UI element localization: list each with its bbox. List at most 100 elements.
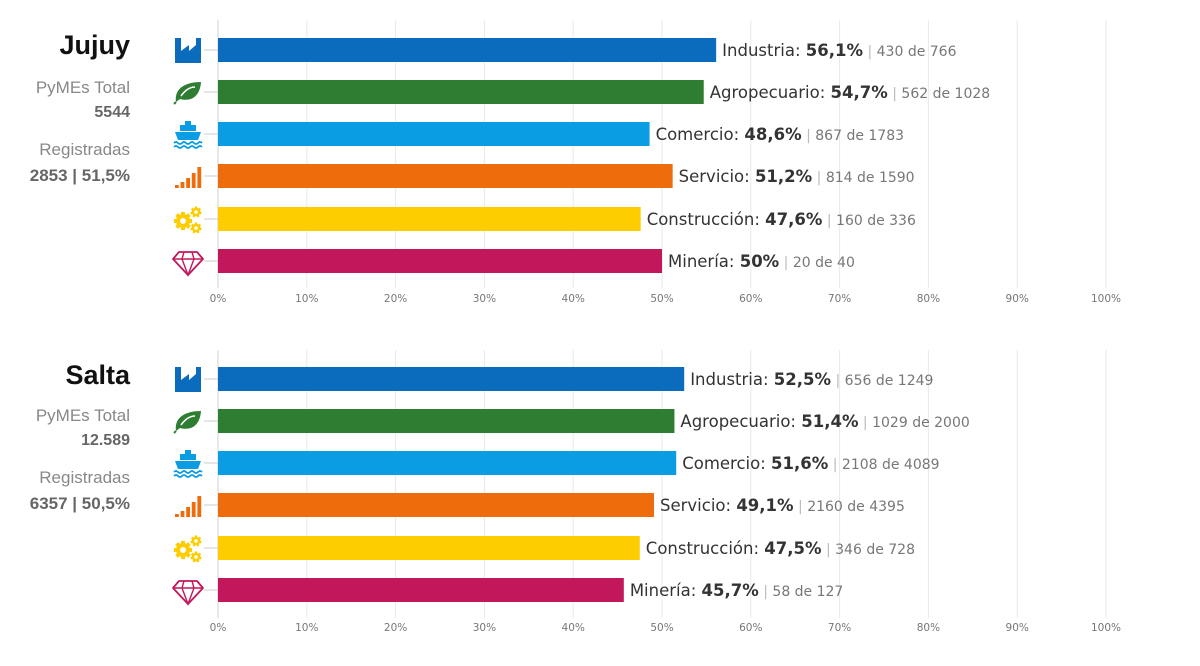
value-label: 52,5% xyxy=(774,370,832,389)
bar-label: Comercio: 51,6% | 2108 de 4089 xyxy=(682,454,939,473)
panel-jujuy: Jujuy PyMEs Total 5544 Registradas 2853 … xyxy=(0,0,1200,330)
total-label: PyMEs Total xyxy=(35,406,130,425)
bar xyxy=(218,122,650,146)
category-label: Industria: xyxy=(690,370,774,389)
bar-chart-jujuy: 0% 10% 20% 30% 40% 50% 60% 70% 80% 90% 100% Industr… xyxy=(172,20,1121,305)
x-tick-label: 80% xyxy=(917,622,940,634)
x-tick-label: 30% xyxy=(473,622,496,634)
value-label: 56,1% xyxy=(806,41,864,60)
x-tick-label: 70% xyxy=(828,622,851,634)
x-tick-label: 80% xyxy=(917,293,940,305)
x-tick-label: 20% xyxy=(384,622,407,634)
separator: | xyxy=(822,542,836,558)
value-label: 48,6% xyxy=(744,125,802,144)
category-label: Minería: xyxy=(668,252,740,271)
x-tick-label: 100% xyxy=(1091,293,1121,305)
value-label: 47,5% xyxy=(764,539,822,558)
factory-icon xyxy=(175,38,201,63)
x-tick-label: 10% xyxy=(295,622,318,634)
detail-label: 2160 de 4395 xyxy=(807,499,905,515)
x-tick-label: 40% xyxy=(562,293,585,305)
detail-label: 2108 de 4089 xyxy=(842,457,940,473)
bar-label: Industria: 56,1% | 430 de 766 xyxy=(722,41,956,60)
detail-label: 656 de 1249 xyxy=(845,373,934,389)
province-title: Salta xyxy=(65,360,130,390)
x-tick-label: 50% xyxy=(650,293,673,305)
ship-icon xyxy=(173,450,203,478)
province-summary: Salta PyMEs Total 12.589 Registradas 635… xyxy=(0,330,130,660)
bar-label: Servicio: 49,1% | 2160 de 4395 xyxy=(660,496,905,515)
x-tick-label: 20% xyxy=(384,293,407,305)
bar-label: Industria: 52,5% | 656 de 1249 xyxy=(690,370,933,389)
bar-label: Comercio: 48,6% | 867 de 1783 xyxy=(656,125,904,144)
separator: | xyxy=(822,213,836,229)
separator: | xyxy=(888,86,902,102)
value-label: 51,2% xyxy=(755,167,813,186)
bar xyxy=(218,367,685,391)
separator: | xyxy=(831,373,845,389)
bar xyxy=(218,451,677,475)
separator: | xyxy=(779,255,793,271)
value-label: 51,6% xyxy=(771,454,829,473)
category-label: Comercio: xyxy=(682,454,771,473)
x-tick-label: 60% xyxy=(739,622,762,634)
diamond-icon xyxy=(172,251,204,277)
total-value: 12.589 xyxy=(81,432,130,449)
bar xyxy=(218,536,640,560)
detail-label: 160 de 336 xyxy=(836,213,916,229)
province-summary: Jujuy PyMEs Total 5544 Registradas 2853 … xyxy=(0,0,130,330)
category-label: Construcción: xyxy=(646,539,764,558)
separator: | xyxy=(828,457,842,473)
bar xyxy=(218,80,704,104)
category-label: Agropecuario: xyxy=(710,83,831,102)
diamond-icon xyxy=(172,580,204,606)
value-label: 49,1% xyxy=(736,496,794,515)
bar-label: Minería: 50% | 20 de 40 xyxy=(668,252,855,271)
leaf-icon xyxy=(173,82,201,105)
separator: | xyxy=(863,44,877,60)
bar-label: Servicio: 51,2% | 814 de 1590 xyxy=(679,167,915,186)
registered-label: Registradas xyxy=(39,468,130,487)
province-title: Jujuy xyxy=(59,30,130,60)
bar xyxy=(218,249,662,273)
category-label: Comercio: xyxy=(656,125,745,144)
x-tick-label: 50% xyxy=(650,622,673,634)
bar xyxy=(218,578,624,602)
category-label: Servicio: xyxy=(679,167,755,186)
leaf-icon xyxy=(173,411,201,434)
bar xyxy=(218,38,717,62)
panel-salta: Salta PyMEs Total 12.589 Registradas 635… xyxy=(0,330,1200,660)
category-label: Agropecuario: xyxy=(680,412,801,431)
bar-label: Minería: 45,7% | 58 de 127 xyxy=(630,581,844,600)
bar xyxy=(218,409,675,433)
separator: | xyxy=(759,584,773,600)
separator: | xyxy=(794,499,808,515)
detail-label: 814 de 1590 xyxy=(826,170,915,186)
gears-icon xyxy=(173,535,202,563)
total-label: PyMEs Total xyxy=(35,78,130,97)
x-tick-label: 30% xyxy=(473,293,496,305)
signal-bars-icon xyxy=(175,496,202,517)
detail-label: 430 de 766 xyxy=(877,44,957,60)
ship-icon xyxy=(173,121,203,149)
detail-label: 58 de 127 xyxy=(772,584,843,600)
x-tick-label: 70% xyxy=(828,293,851,305)
category-label: Industria: xyxy=(722,41,806,60)
category-label: Construcción: xyxy=(647,210,765,229)
bar-chart-salta: 0% 10% 20% 30% 40% 50% 60% 70% 80% 90% 100% Industr… xyxy=(172,350,1121,634)
value-label: 50% xyxy=(740,252,780,271)
x-tick-label: 60% xyxy=(739,293,762,305)
detail-label: 562 de 1028 xyxy=(901,86,990,102)
bar-label: Agropecuario: 54,7% | 562 de 1028 xyxy=(710,83,990,102)
bar-label: Construcción: 47,6% | 160 de 336 xyxy=(647,210,916,229)
x-tick-label: 0% xyxy=(210,622,227,634)
x-tick-label: 100% xyxy=(1091,622,1121,634)
bar-label: Agropecuario: 51,4% | 1029 de 2000 xyxy=(680,412,969,431)
x-tick-label: 90% xyxy=(1006,622,1029,634)
separator: | xyxy=(812,170,826,186)
total-value: 5544 xyxy=(94,104,130,121)
signal-bars-icon xyxy=(175,167,202,188)
value-label: 51,4% xyxy=(801,412,859,431)
value-label: 45,7% xyxy=(702,581,760,600)
bar xyxy=(218,493,655,517)
